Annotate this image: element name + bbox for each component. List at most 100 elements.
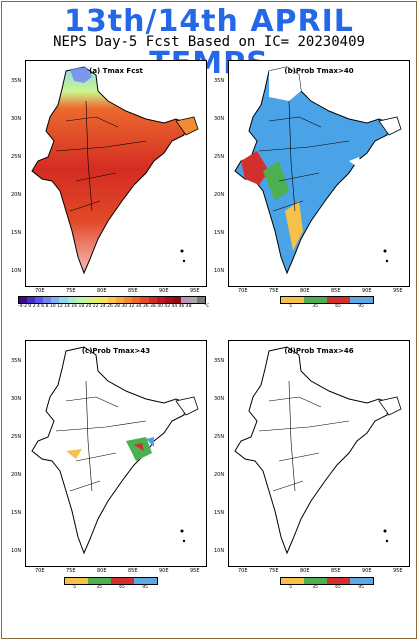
- temperature-colorbar-labels: -4-2 0 2 4 6 8 10 12 14 16 18 20 22 24 2…: [18, 304, 192, 309]
- lat-tick-label: 15N: [11, 230, 22, 236]
- panel-c-label: (c)Prob Tmax>43: [81, 347, 151, 355]
- prob-colorbar-b: [280, 296, 374, 304]
- prob-swatch: [281, 297, 304, 303]
- india-prob40-map: [234, 66, 402, 275]
- lon-tick-label: 75E: [269, 568, 279, 574]
- lon-tick-label: 70E: [35, 288, 45, 294]
- lon-tick-label: 80E: [97, 288, 107, 294]
- prob-colorbar-label: 95: [142, 585, 148, 590]
- colorbar-swatch: [51, 297, 60, 303]
- lon-tick-label: 85E: [128, 568, 138, 574]
- prob-swatch: [304, 297, 327, 303]
- lat-tick-label: 10N: [11, 548, 22, 554]
- colorbar-swatch: [99, 297, 109, 303]
- panel-prob-46: (d)Prob Tmax>46: [228, 340, 410, 567]
- lon-tick-label: 85E: [128, 288, 138, 294]
- lat-tick-label: 20N: [214, 192, 225, 198]
- prob-colorbar-label: 35: [312, 304, 318, 309]
- colorbar-swatch: [197, 297, 206, 303]
- lat-tick-label: 10N: [214, 548, 225, 554]
- lon-tick-label: 70E: [238, 288, 248, 294]
- prob-colorbar-label: 95: [358, 585, 364, 590]
- lon-tick-label: 90E: [362, 288, 372, 294]
- temperature-colorbar: [18, 296, 206, 304]
- temperature-unit: °C: [204, 304, 210, 309]
- prob-swatch: [65, 578, 88, 584]
- lon-tick-label: 75E: [66, 568, 76, 574]
- colorbar-swatch: [140, 297, 149, 303]
- prob-colorbar-label: 5: [289, 304, 293, 309]
- colorbar-swatch: [172, 297, 181, 303]
- lat-tick-label: 10N: [11, 268, 22, 274]
- overlay-date-title: 13th/14th APRIL: [63, 3, 354, 40]
- prob-colorbar-label: 5: [73, 585, 77, 590]
- prob-swatch: [281, 578, 304, 584]
- lon-tick-label: 70E: [35, 568, 45, 574]
- colorbar-swatch: [116, 297, 125, 303]
- prob-swatch: [327, 578, 350, 584]
- lat-tick-label: 30N: [11, 116, 22, 122]
- colorbar-swatch: [132, 297, 141, 303]
- colorbar-swatch: [148, 297, 157, 303]
- panel-tmax-forecast: (a) Tmax Fcst: [25, 60, 207, 287]
- lon-tick-label: 90E: [159, 288, 169, 294]
- lon-tick-label: 85E: [331, 288, 341, 294]
- prob-colorbar-label: 65: [335, 585, 341, 590]
- lon-tick-label: 75E: [269, 288, 279, 294]
- india-tmax-map: [31, 66, 199, 275]
- lat-tick-label: 15N: [214, 510, 225, 516]
- prob-swatch: [327, 297, 350, 303]
- lat-tick-label: 20N: [11, 472, 22, 478]
- colorbar-swatch: [108, 297, 117, 303]
- lat-tick-label: 35N: [214, 358, 225, 364]
- lat-tick-label: 15N: [214, 230, 225, 236]
- prob-colorbar-label: 5: [289, 585, 293, 590]
- lon-tick-label: 95E: [393, 568, 403, 574]
- colorbar-swatch: [43, 297, 52, 303]
- prob-swatch: [134, 578, 157, 584]
- lat-tick-label: 25N: [214, 434, 225, 440]
- lat-tick-label: 10N: [214, 268, 225, 274]
- india-prob46-map: [234, 346, 402, 555]
- colorbar-swatch: [59, 297, 68, 303]
- prob-swatch: [350, 578, 373, 584]
- prob-swatch: [88, 578, 111, 584]
- prob-colorbar-label: 95: [358, 304, 364, 309]
- lat-tick-label: 25N: [11, 434, 22, 440]
- lat-tick-label: 35N: [214, 78, 225, 84]
- prob-colorbar-c: [64, 577, 158, 585]
- lon-tick-label: 80E: [97, 568, 107, 574]
- colorbar-swatch: [83, 297, 92, 303]
- lat-tick-label: 35N: [11, 78, 22, 84]
- lon-tick-label: 95E: [190, 568, 200, 574]
- colorbar-swatch: [164, 297, 173, 303]
- panel-prob-43: (c)Prob Tmax>43: [25, 340, 207, 567]
- lat-tick-label: 25N: [214, 154, 225, 160]
- colorbar-swatch: [19, 297, 28, 303]
- prob-swatch: [350, 297, 373, 303]
- lat-tick-label: 30N: [214, 396, 225, 402]
- lon-tick-label: 95E: [393, 288, 403, 294]
- lon-tick-label: 80E: [300, 568, 310, 574]
- lon-tick-label: 80E: [300, 288, 310, 294]
- india-prob43-map: [31, 346, 199, 555]
- lon-tick-label: 90E: [362, 568, 372, 574]
- lat-tick-label: 20N: [214, 472, 225, 478]
- panel-prob-40: (b)Prob Tmax>40: [228, 60, 410, 287]
- colorbar-swatch: [75, 297, 84, 303]
- colorbar-swatch: [156, 297, 165, 303]
- colorbar-swatch: [67, 297, 76, 303]
- lat-tick-label: 15N: [11, 510, 22, 516]
- lon-tick-label: 95E: [190, 288, 200, 294]
- lon-tick-label: 70E: [238, 568, 248, 574]
- panel-b-label: (b)Prob Tmax>40: [284, 67, 354, 75]
- colorbar-swatch: [35, 297, 44, 303]
- lat-tick-label: 20N: [11, 192, 22, 198]
- prob-swatch: [111, 578, 134, 584]
- panel-a-label: (a) Tmax Fcst: [89, 67, 143, 75]
- colorbar-swatch: [180, 297, 189, 303]
- lat-tick-label: 25N: [11, 154, 22, 160]
- prob-swatch: [304, 578, 327, 584]
- prob-colorbar-d: [280, 577, 374, 585]
- prob-colorbar-label: 35: [312, 585, 318, 590]
